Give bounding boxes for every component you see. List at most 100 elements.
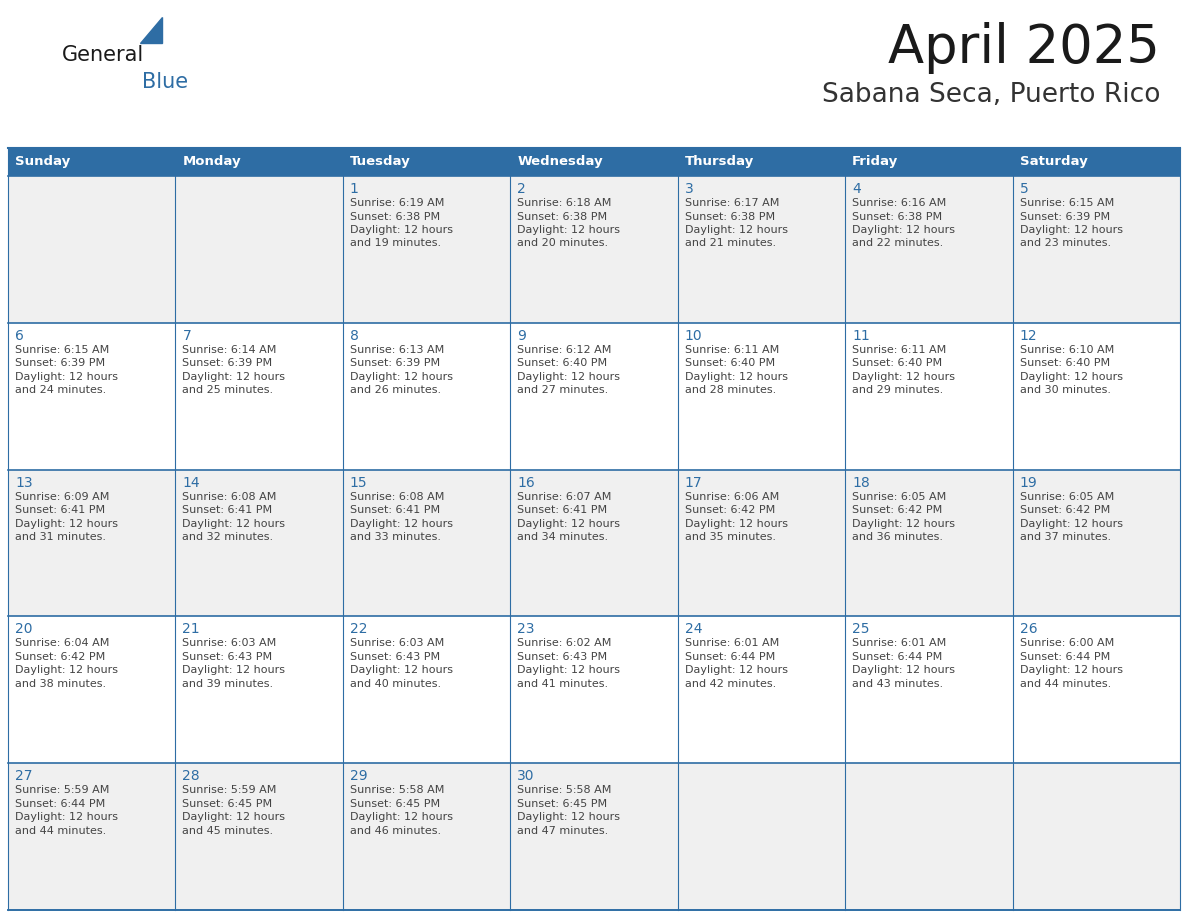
Text: Sunrise: 5:58 AM: Sunrise: 5:58 AM bbox=[349, 785, 444, 795]
Text: Sunset: 6:44 PM: Sunset: 6:44 PM bbox=[15, 799, 106, 809]
Text: 15: 15 bbox=[349, 476, 367, 489]
Text: Thursday: Thursday bbox=[684, 155, 754, 169]
Text: Sunrise: 6:13 AM: Sunrise: 6:13 AM bbox=[349, 345, 444, 354]
Text: Daylight: 12 hours: Daylight: 12 hours bbox=[1019, 519, 1123, 529]
Text: and 34 minutes.: and 34 minutes. bbox=[517, 532, 608, 543]
Text: Sunset: 6:39 PM: Sunset: 6:39 PM bbox=[183, 358, 272, 368]
Text: Sunset: 6:45 PM: Sunset: 6:45 PM bbox=[183, 799, 272, 809]
Text: and 23 minutes.: and 23 minutes. bbox=[1019, 239, 1111, 249]
Text: Sunset: 6:42 PM: Sunset: 6:42 PM bbox=[684, 505, 775, 515]
Text: and 31 minutes.: and 31 minutes. bbox=[15, 532, 106, 543]
Text: 2: 2 bbox=[517, 182, 526, 196]
Text: 9: 9 bbox=[517, 329, 526, 342]
Text: Sunrise: 6:08 AM: Sunrise: 6:08 AM bbox=[183, 492, 277, 501]
Text: Daylight: 12 hours: Daylight: 12 hours bbox=[684, 519, 788, 529]
Bar bbox=[677, 763, 845, 910]
Polygon shape bbox=[140, 17, 162, 43]
Text: Daylight: 12 hours: Daylight: 12 hours bbox=[183, 812, 285, 823]
Text: and 40 minutes.: and 40 minutes. bbox=[349, 679, 441, 688]
Bar bbox=[845, 616, 1012, 763]
Text: Sunset: 6:44 PM: Sunset: 6:44 PM bbox=[684, 652, 775, 662]
Text: and 28 minutes.: and 28 minutes. bbox=[684, 386, 776, 396]
Bar bbox=[845, 763, 1012, 910]
Text: Sunrise: 6:19 AM: Sunrise: 6:19 AM bbox=[349, 198, 444, 208]
Text: Sunset: 6:41 PM: Sunset: 6:41 PM bbox=[15, 505, 105, 515]
Text: Sunset: 6:42 PM: Sunset: 6:42 PM bbox=[852, 505, 942, 515]
Text: Sunset: 6:40 PM: Sunset: 6:40 PM bbox=[684, 358, 775, 368]
Text: 26: 26 bbox=[1019, 622, 1037, 636]
Text: Daylight: 12 hours: Daylight: 12 hours bbox=[15, 666, 118, 676]
Text: Sunday: Sunday bbox=[15, 155, 70, 169]
Text: Sunrise: 5:59 AM: Sunrise: 5:59 AM bbox=[15, 785, 109, 795]
Text: Sunset: 6:43 PM: Sunset: 6:43 PM bbox=[183, 652, 272, 662]
Text: Sunrise: 6:10 AM: Sunrise: 6:10 AM bbox=[1019, 345, 1114, 354]
Text: Sunset: 6:41 PM: Sunset: 6:41 PM bbox=[183, 505, 272, 515]
Text: Sunset: 6:43 PM: Sunset: 6:43 PM bbox=[349, 652, 440, 662]
Text: Sunset: 6:41 PM: Sunset: 6:41 PM bbox=[349, 505, 440, 515]
Text: Blue: Blue bbox=[143, 72, 188, 92]
Text: Sunrise: 6:00 AM: Sunrise: 6:00 AM bbox=[1019, 638, 1114, 648]
Text: 28: 28 bbox=[183, 769, 200, 783]
Bar bbox=[511, 323, 677, 470]
Text: Sunrise: 6:03 AM: Sunrise: 6:03 AM bbox=[349, 638, 444, 648]
Text: Daylight: 12 hours: Daylight: 12 hours bbox=[1019, 666, 1123, 676]
Text: Sunrise: 6:08 AM: Sunrise: 6:08 AM bbox=[349, 492, 444, 501]
Bar bbox=[8, 148, 176, 176]
Bar bbox=[511, 616, 677, 763]
Text: and 43 minutes.: and 43 minutes. bbox=[852, 679, 943, 688]
Text: Saturday: Saturday bbox=[1019, 155, 1087, 169]
Text: Daylight: 12 hours: Daylight: 12 hours bbox=[183, 519, 285, 529]
Text: Daylight: 12 hours: Daylight: 12 hours bbox=[852, 519, 955, 529]
Text: Sunrise: 6:11 AM: Sunrise: 6:11 AM bbox=[852, 345, 947, 354]
Text: Tuesday: Tuesday bbox=[349, 155, 411, 169]
Text: Daylight: 12 hours: Daylight: 12 hours bbox=[852, 225, 955, 235]
Bar bbox=[343, 616, 511, 763]
Text: Daylight: 12 hours: Daylight: 12 hours bbox=[15, 372, 118, 382]
Text: Daylight: 12 hours: Daylight: 12 hours bbox=[349, 812, 453, 823]
Text: and 29 minutes.: and 29 minutes. bbox=[852, 386, 943, 396]
Text: Sunrise: 6:14 AM: Sunrise: 6:14 AM bbox=[183, 345, 277, 354]
Text: Daylight: 12 hours: Daylight: 12 hours bbox=[183, 666, 285, 676]
Text: Sunrise: 6:16 AM: Sunrise: 6:16 AM bbox=[852, 198, 947, 208]
Bar bbox=[8, 616, 176, 763]
Bar bbox=[1012, 470, 1180, 616]
Bar bbox=[845, 470, 1012, 616]
Bar bbox=[1012, 148, 1180, 176]
Text: and 38 minutes.: and 38 minutes. bbox=[15, 679, 106, 688]
Text: and 45 minutes.: and 45 minutes. bbox=[183, 825, 273, 835]
Text: and 33 minutes.: and 33 minutes. bbox=[349, 532, 441, 543]
Text: and 24 minutes.: and 24 minutes. bbox=[15, 386, 106, 396]
Text: Daylight: 12 hours: Daylight: 12 hours bbox=[349, 372, 453, 382]
Text: and 30 minutes.: and 30 minutes. bbox=[1019, 386, 1111, 396]
Text: Daylight: 12 hours: Daylight: 12 hours bbox=[349, 225, 453, 235]
Bar bbox=[343, 176, 511, 323]
Text: Friday: Friday bbox=[852, 155, 898, 169]
Text: Sunset: 6:39 PM: Sunset: 6:39 PM bbox=[1019, 211, 1110, 221]
Text: and 26 minutes.: and 26 minutes. bbox=[349, 386, 441, 396]
Text: Sunrise: 6:03 AM: Sunrise: 6:03 AM bbox=[183, 638, 277, 648]
Text: Sunrise: 5:58 AM: Sunrise: 5:58 AM bbox=[517, 785, 612, 795]
Text: 23: 23 bbox=[517, 622, 535, 636]
Text: Sunset: 6:40 PM: Sunset: 6:40 PM bbox=[517, 358, 607, 368]
Text: Sunrise: 6:15 AM: Sunrise: 6:15 AM bbox=[1019, 198, 1114, 208]
Bar bbox=[176, 323, 343, 470]
Text: Sunset: 6:42 PM: Sunset: 6:42 PM bbox=[15, 652, 106, 662]
Bar bbox=[8, 470, 176, 616]
Bar bbox=[845, 148, 1012, 176]
Bar bbox=[176, 763, 343, 910]
Text: Sunset: 6:39 PM: Sunset: 6:39 PM bbox=[15, 358, 105, 368]
Text: Daylight: 12 hours: Daylight: 12 hours bbox=[349, 666, 453, 676]
Bar bbox=[677, 323, 845, 470]
Text: Sabana Seca, Puerto Rico: Sabana Seca, Puerto Rico bbox=[821, 82, 1159, 108]
Bar bbox=[511, 763, 677, 910]
Text: and 47 minutes.: and 47 minutes. bbox=[517, 825, 608, 835]
Text: 27: 27 bbox=[15, 769, 32, 783]
Text: Wednesday: Wednesday bbox=[517, 155, 604, 169]
Text: and 41 minutes.: and 41 minutes. bbox=[517, 679, 608, 688]
Text: Sunrise: 6:12 AM: Sunrise: 6:12 AM bbox=[517, 345, 612, 354]
Bar bbox=[1012, 176, 1180, 323]
Bar bbox=[176, 470, 343, 616]
Text: Sunrise: 6:18 AM: Sunrise: 6:18 AM bbox=[517, 198, 612, 208]
Bar bbox=[176, 616, 343, 763]
Text: Daylight: 12 hours: Daylight: 12 hours bbox=[517, 666, 620, 676]
